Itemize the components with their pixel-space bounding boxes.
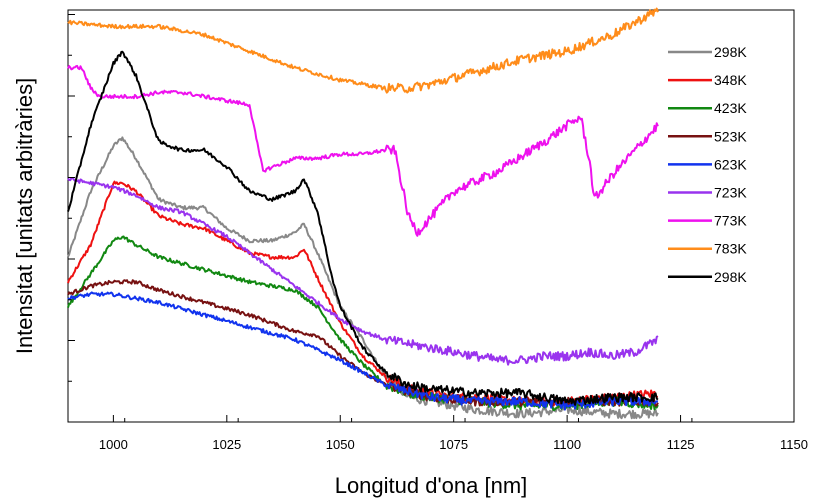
legend-label-9: 298K [714,269,747,285]
series-line-4-523k [67,279,659,407]
legend-label-7: 773K [714,213,747,229]
x-tick-label-1025: 1025 [212,437,241,452]
legend-label-5: 623K [714,156,747,172]
x-axis-title: Longitud d'ona [nm] [335,473,528,498]
legend-label-4: 523K [714,128,747,144]
legend-label-3: 423K [714,100,747,116]
series-layer [67,7,659,420]
axis-layer: 1000 1025 1050 1075 1100 1125 1150 [68,14,808,452]
y-axis-title: Intensitat [unitats arbitràries] [12,78,37,354]
legend: 298K 348K 423K 523K 623K 723K 773K 783K 298K [668,44,747,285]
x-tick-label-1125: 1125 [667,437,695,452]
legend-label-1: 298K [714,44,747,60]
x-tick-label-1150: 1150 [780,437,808,452]
legend-label-8: 783K [714,241,747,257]
plot-frame [67,9,795,423]
series-line-3-423k [67,235,659,411]
x-tick-label-1100: 1100 [553,437,581,452]
series-line-1-298k [67,136,659,420]
legend-label-2: 348K [714,72,747,88]
series-line-5-623k [67,291,659,411]
series-line-9-298k [67,50,659,406]
x-tick-label-1000: 1000 [99,437,128,452]
series-line-7-773k [67,64,659,237]
x-tick-label-1075: 1075 [439,437,468,452]
series-line-6-723k [67,177,659,366]
series-line-8-783k [67,7,659,94]
x-tick-label-1050: 1050 [326,437,355,452]
legend-label-6: 723K [714,185,747,201]
